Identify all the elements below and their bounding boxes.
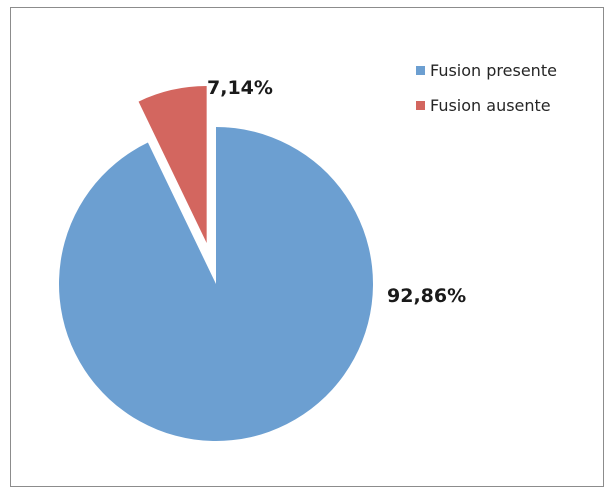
legend-swatch-fusion-presente [416, 65, 425, 75]
pie-slice-fusion-ausente [138, 86, 207, 244]
legend: Fusion presente Fusion ausente [416, 60, 557, 130]
pie-chart: 92,86% 7,14% [59, 77, 466, 441]
legend-swatch-fusion-ausente [416, 100, 425, 110]
legend-label-fusion-presente: Fusion presente [430, 60, 557, 80]
pie-data-labels: 92,86% 7,14% [207, 77, 466, 307]
legend-item-fusion-ausente: Fusion ausente [416, 95, 557, 115]
pie-slices [59, 86, 374, 441]
data-label-fusion-ausente: 7,14% [207, 77, 273, 99]
legend-label-fusion-ausente: Fusion ausente [430, 95, 551, 115]
pie-slice-fusion-presente [59, 127, 374, 441]
data-label-fusion-presente: 92,86% [387, 285, 466, 307]
chart-frame: 92,86% 7,14% Fusion presente Fusion ausen… [10, 7, 604, 487]
legend-item-fusion-presente: Fusion presente [416, 60, 557, 80]
